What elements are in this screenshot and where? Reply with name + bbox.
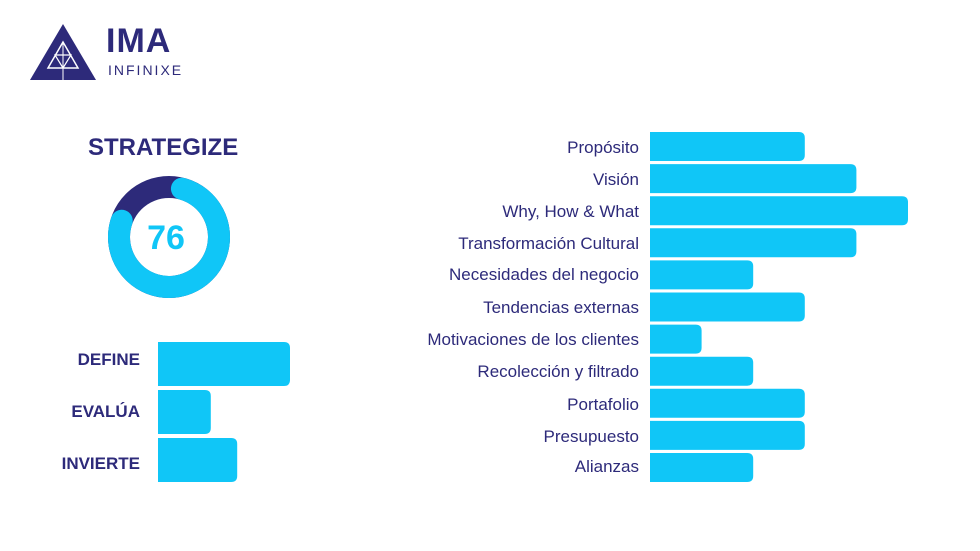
chart2-label-necesidades: Necesidades del negocio [449,265,639,284]
chart2-bar-4 [650,260,754,290]
chart2-bar-9 [650,420,805,450]
chart2-bar-5 [650,292,805,322]
chart1-label-invierte: INVIERTE [61,454,140,473]
chart2-bar-6 [650,324,702,354]
chart2-bar-0 [650,132,805,161]
chart2-bar-7 [650,356,754,386]
chart1-label-define: DEFINE [77,350,140,369]
chart2-bar-8 [650,388,805,418]
chart1-bar-1 [158,390,211,434]
chart2-label-transformacion-cultural: Transformación Cultural [458,234,639,253]
donut-progress [108,176,230,298]
chart1-label-evalua: EVALÚA [71,402,140,421]
chart2-label-vision: Visión [593,170,639,189]
score-value: 76 [147,219,185,257]
chart2-label-proposito: Propósito [567,138,639,157]
chart2-label-recoleccion: Recolección y filtrado [477,362,639,381]
chart1-bar-2 [158,438,238,482]
score-title: STRATEGIZE [88,134,239,161]
chart2-label-motivaciones: Motivaciones de los clientes [427,330,639,349]
score-donut: 76 [108,176,230,298]
logo-subtitle: INFINIXE [108,62,184,78]
chart2-label-portafolio: Portafolio [567,395,639,414]
chart2-bar-3 [650,228,857,258]
chart2-label-tendencias: Tendencias externas [483,298,639,317]
chart1-bar-0 [158,342,290,386]
logo-triangle-icon [30,24,96,80]
chart2-label-why-how-what: Why, How & What [502,202,639,221]
chart2-label-alianzas: Alianzas [574,457,639,476]
chart2-bar-2 [650,196,908,226]
chart2-label-presupuesto: Presupuesto [543,427,639,446]
chart2-bar-1 [650,164,857,194]
logo: IMA INFINIXE [28,22,188,84]
chart2-bar-10 [650,453,754,482]
logo-title: IMA [106,22,172,60]
